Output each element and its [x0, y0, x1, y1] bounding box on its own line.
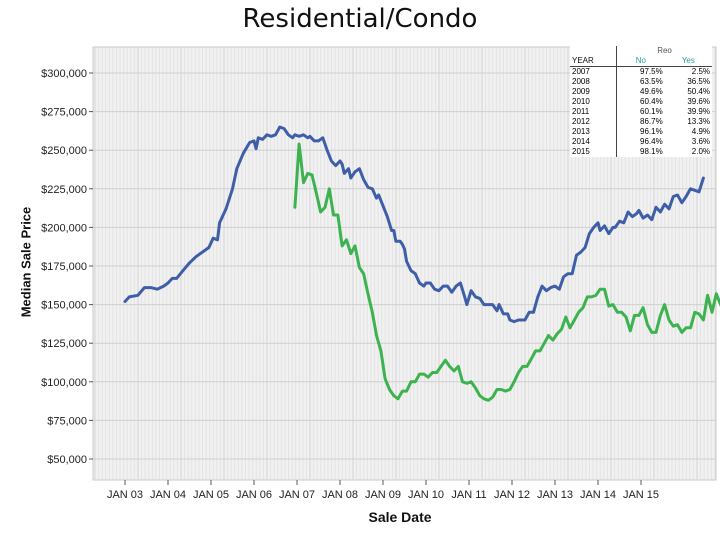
- x-tick-label: JAN 06: [236, 489, 272, 501]
- x-tick-label: JAN 14: [580, 489, 616, 501]
- year-cell: 2007: [570, 66, 618, 77]
- series-lines: [123, 125, 720, 402]
- x-axis-ticks: JAN 03 JAN 04 JAN 05 JAN 06 JAN 07 JAN 08 JAN …: [107, 480, 659, 501]
- x-tick-label: JAN 08: [322, 489, 358, 501]
- series-line-blue: [123, 125, 705, 324]
- yes-pct-cell: 36.5%: [687, 77, 710, 86]
- reo-header: Reo: [657, 46, 672, 55]
- y-tick-label: $50,000: [47, 454, 87, 466]
- no-pct-cell: 86.7%: [640, 117, 663, 126]
- year-header: YEAR: [570, 56, 618, 67]
- x-tick-label: JAN 13: [537, 489, 573, 501]
- x-tick-label: JAN 03: [107, 489, 143, 501]
- yes-pct-cell: 39.6%: [687, 97, 710, 106]
- yes-pct-cell: 50.4%: [687, 87, 710, 96]
- x-tick-label: JAN 12: [494, 489, 530, 501]
- y-tick-label: $200,000: [41, 222, 87, 234]
- table-header-row-top: Reo: [570, 46, 712, 56]
- y-tick-label: $250,000: [41, 145, 87, 157]
- yes-pct-cell: 2.5%: [691, 67, 710, 76]
- year-cell: 2014: [570, 137, 618, 147]
- table-header-row: YEAR No Yes: [570, 56, 712, 67]
- no-pct-cell: 97.5%: [640, 67, 663, 76]
- no-pct-cell: 96.1%: [640, 127, 663, 136]
- series-line-green: [293, 142, 720, 402]
- year-cell: 2011: [570, 107, 618, 117]
- no-pct-cell: 96.4%: [640, 137, 663, 146]
- x-tick-label: JAN 09: [365, 489, 401, 501]
- x-tick-label: JAN 10: [408, 489, 444, 501]
- year-cell: 2009: [570, 87, 618, 97]
- no-pct-cell: 60.1%: [640, 107, 663, 116]
- table-row: 2009 49.6% 50.4%: [570, 87, 712, 97]
- table-corner: [570, 46, 618, 56]
- yes-pct-cell: 3.6%: [691, 137, 710, 146]
- year-cell: 2015: [570, 147, 618, 157]
- y-tick-label: $275,000: [41, 107, 87, 119]
- y-tick-label: $300,000: [41, 68, 87, 80]
- y-tick-label: $100,000: [41, 377, 87, 389]
- table-row: 2011 60.1% 39.9%: [570, 107, 712, 117]
- table-row: 2008 63.5% 36.5%: [570, 77, 712, 87]
- yes-pct-cell: 4.9%: [691, 127, 710, 136]
- x-tick-label: JAN 07: [279, 489, 315, 501]
- no-pct-cell: 49.6%: [640, 87, 663, 96]
- table-row: 2012 86.7% 13.3%: [570, 117, 712, 127]
- no-header: No: [616, 56, 665, 67]
- no-pct-cell: 98.1%: [640, 147, 663, 156]
- table-row: 2015 98.1% 2.0%: [570, 147, 712, 157]
- year-cell: 2008: [570, 77, 618, 87]
- y-axis-ticks: $50,000 $75,000 $100,000 $125,000 $150,000 $1…: [41, 68, 93, 466]
- x-tick-label: JAN 04: [150, 489, 186, 501]
- chart-title: Residential/Condo: [242, 4, 478, 34]
- yes-pct-cell: 2.0%: [691, 147, 710, 156]
- x-tick-label: JAN 15: [623, 489, 659, 501]
- y-tick-label: $125,000: [41, 338, 87, 350]
- x-axis-label: Sale Date: [368, 509, 432, 525]
- year-cell: 2012: [570, 117, 618, 127]
- x-tick-label: JAN 05: [193, 489, 229, 501]
- table-row: 2013 96.1% 4.9%: [570, 127, 712, 137]
- yes-pct-cell: 39.9%: [687, 107, 710, 116]
- y-tick-label: $150,000: [41, 300, 87, 312]
- year-cell: 2010: [570, 97, 618, 107]
- no-pct-cell: 63.5%: [640, 77, 663, 86]
- yes-header: Yes: [664, 56, 712, 67]
- year-cell: 2013: [570, 127, 618, 137]
- y-tick-label: $75,000: [47, 415, 87, 427]
- y-tick-label: $175,000: [41, 261, 87, 273]
- yes-pct-cell: 13.3%: [687, 117, 710, 126]
- reo-summary-table: Reo YEAR No Yes 2007 97.5% 2.5% 2008 63.5% 36…: [570, 46, 712, 157]
- no-pct-cell: 60.4%: [640, 97, 663, 106]
- table-row: 2007 97.5% 2.5%: [570, 66, 712, 77]
- table-row: 2010 60.4% 39.6%: [570, 97, 712, 107]
- y-axis-label: Median Sale Price: [18, 206, 34, 318]
- table-row: 2014 96.4% 3.6%: [570, 137, 712, 147]
- x-tick-label: JAN 11: [451, 489, 486, 501]
- y-tick-label: $225,000: [41, 184, 87, 196]
